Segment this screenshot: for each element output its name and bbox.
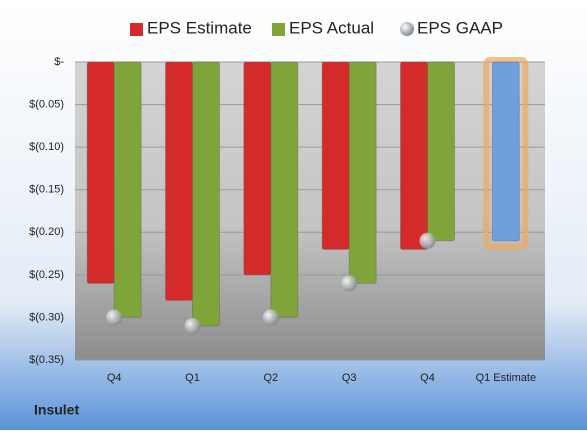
y-tick-label: $(0.25) [29, 269, 64, 281]
actual-bar [348, 61, 377, 284]
x-tick-label: Q2 [263, 372, 278, 384]
gaap-point [262, 309, 279, 326]
x-tick-label: Q3 [342, 372, 357, 384]
forecast-bar [491, 61, 520, 242]
x-tick-label: Q1 [185, 372, 200, 384]
gaap-point [419, 232, 436, 249]
actual-bar [427, 61, 455, 242]
legend-label: EPS Actual [289, 18, 374, 37]
y-tick-label: $(0.05) [29, 98, 64, 110]
y-tick-label: $(0.10) [29, 141, 64, 153]
legend-label: EPS Estimate [147, 18, 252, 37]
legend-swatch [400, 22, 414, 36]
legend-swatch [272, 23, 285, 36]
actual-bar [192, 61, 220, 327]
y-tick-label: $- [54, 56, 64, 68]
plot-area [75, 62, 545, 360]
estimate-bar [165, 61, 193, 301]
forecast-glow [483, 57, 529, 250]
gaap-point [106, 309, 123, 326]
actual-bar [113, 61, 142, 318]
x-tick-label: Q4 [107, 372, 122, 384]
x-tick-label: Q1 Estimate [476, 372, 537, 384]
legend-label: EPS GAAP [417, 18, 503, 37]
actual-bar [270, 61, 299, 318]
x-tick-label: Q4 [420, 372, 435, 384]
estimate-bar [400, 61, 428, 250]
gaap-point [341, 275, 358, 292]
estimate-bar [243, 61, 272, 276]
y-tick-label: $(0.20) [29, 226, 64, 238]
y-tick-label: $(0.30) [29, 311, 64, 323]
chart-title: Insulet [34, 402, 79, 418]
estimate-bar [321, 61, 350, 250]
estimate-bar [86, 61, 115, 284]
gaap-point [184, 317, 201, 334]
y-tick-label: $(0.15) [29, 184, 64, 196]
legend-swatch [130, 23, 143, 36]
y-tick-label: $(0.35) [29, 354, 64, 366]
